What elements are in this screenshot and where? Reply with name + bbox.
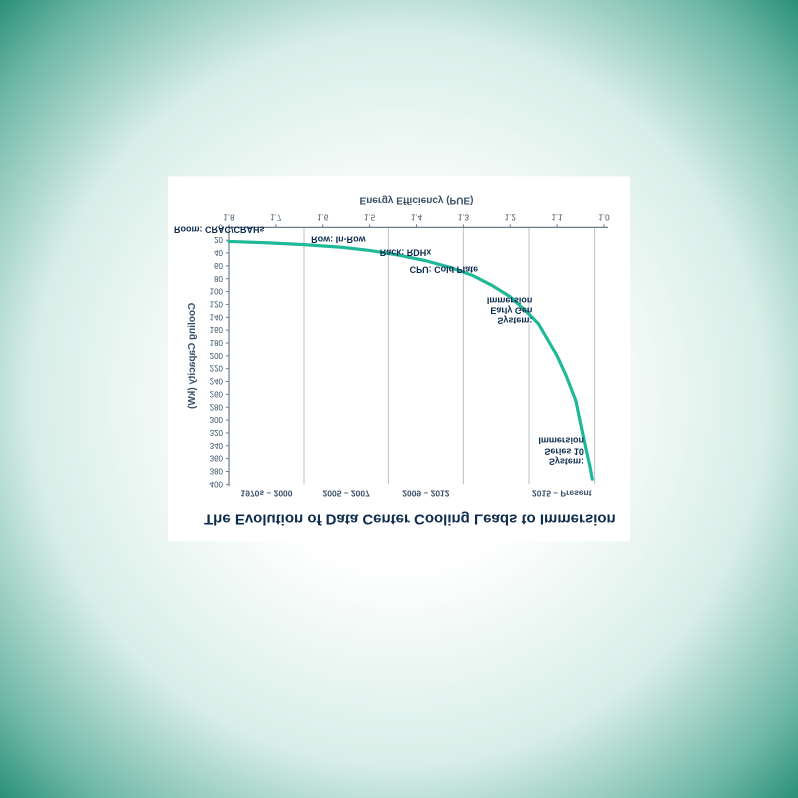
annotation-label: CPU: Cold Plate <box>174 264 478 274</box>
era-labels-row: 1970s – 2000 2005 – 2007 2009 – 2012 2015 –… <box>174 484 614 498</box>
chart-plot-area: 0204060801001201401601802002202402602803… <box>174 182 614 502</box>
svg-text:280: 280 <box>210 402 224 411</box>
chart-card: The Evolution of Data Center Cooling Lea… <box>168 176 630 541</box>
svg-text:1.8: 1.8 <box>223 212 235 221</box>
svg-text:1.3: 1.3 <box>458 212 470 221</box>
svg-text:240: 240 <box>210 377 224 386</box>
svg-text:260: 260 <box>210 389 224 398</box>
svg-text:300: 300 <box>210 415 224 424</box>
x-axis-label: Energy Efficiency (PUE) <box>360 194 474 205</box>
svg-text:80: 80 <box>214 274 223 283</box>
annotation-label: System:Series 10Immersion <box>174 435 584 466</box>
annotation-label: Room: CRAC/CRAHs <box>174 224 231 234</box>
era-label: 2005 – 2007 <box>323 488 370 498</box>
svg-text:1.2: 1.2 <box>505 212 517 221</box>
era-label: 1970s – 2000 <box>241 488 293 498</box>
svg-text:1.6: 1.6 <box>317 212 329 221</box>
svg-text:160: 160 <box>210 325 224 334</box>
svg-text:220: 220 <box>210 364 224 373</box>
svg-text:380: 380 <box>210 467 224 476</box>
annotation-label: Row: In-Row <box>174 234 366 244</box>
svg-text:1.7: 1.7 <box>270 212 282 221</box>
svg-text:1.1: 1.1 <box>552 212 564 221</box>
x-axis-ticks: 1.8 1.7 1.6 1.5 1.4 1.3 1.2 1.1 1.0 <box>223 212 610 227</box>
annotation-label: Rack: RDHx <box>174 247 431 257</box>
svg-text:200: 200 <box>210 351 224 360</box>
svg-text:1.5: 1.5 <box>364 212 376 221</box>
svg-text:1.0: 1.0 <box>598 212 610 221</box>
era-label: 2015 – Present <box>532 488 592 498</box>
chart-title: The Evolution of Data Center Cooling Lea… <box>204 510 614 527</box>
annotation-label: System:Early GenImmersion <box>174 295 532 326</box>
era-label: 2009 – 2012 <box>402 488 449 498</box>
svg-text:180: 180 <box>210 338 224 347</box>
page-background: The Evolution of Data Center Cooling Lea… <box>0 0 798 798</box>
svg-text:1.4: 1.4 <box>411 212 423 221</box>
chart-card-transform-wrapper: The Evolution of Data Center Cooling Lea… <box>168 176 630 541</box>
